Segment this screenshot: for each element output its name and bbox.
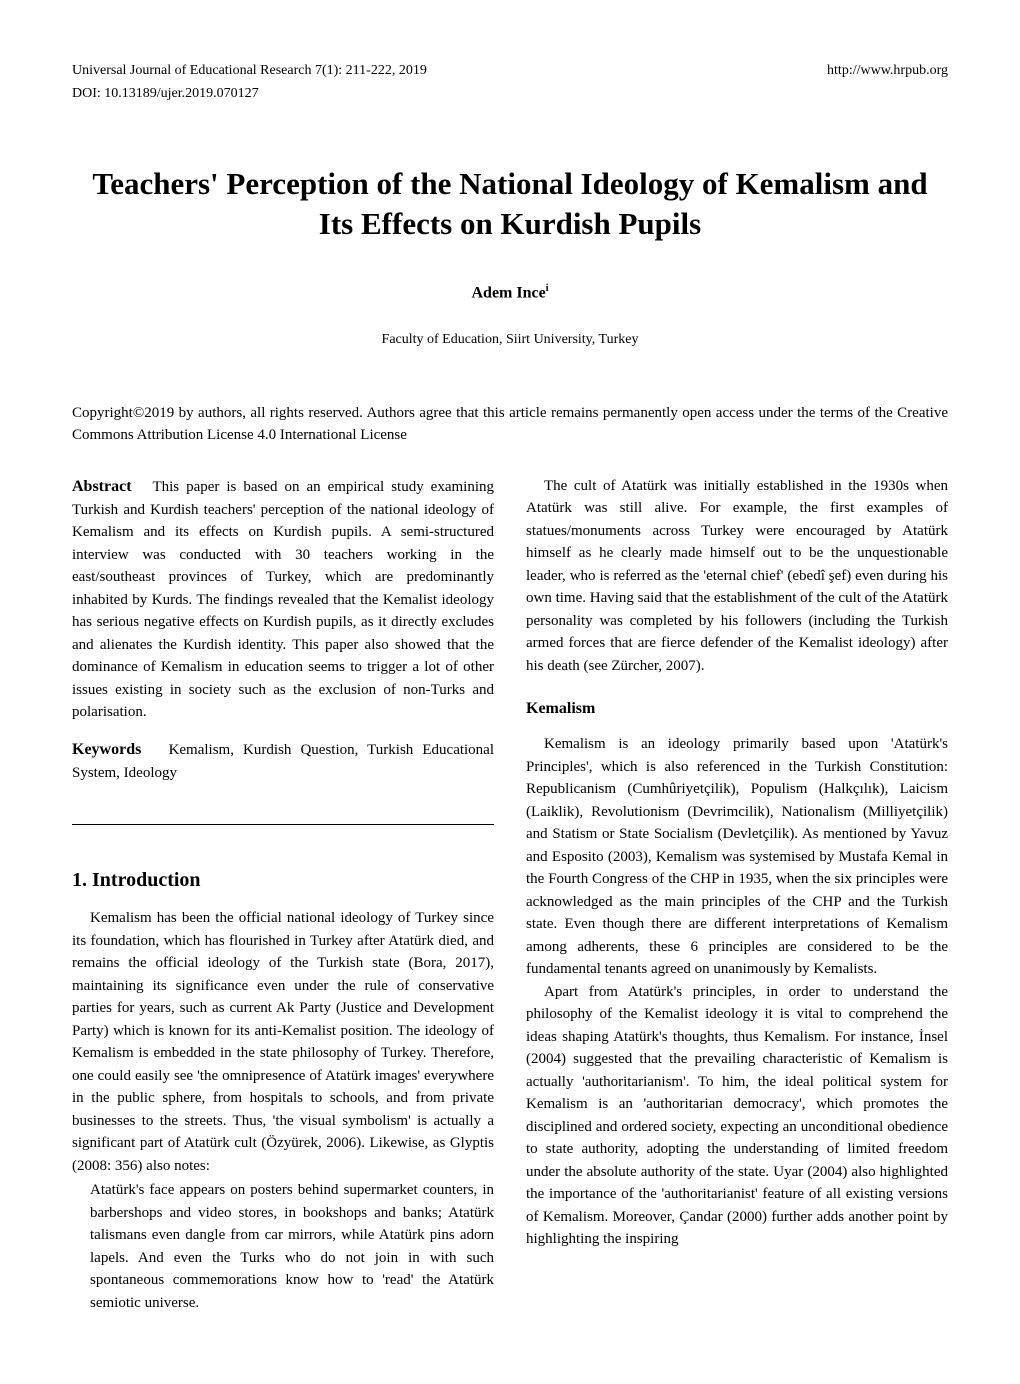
- author-footnote-mark: i: [546, 283, 549, 294]
- right-column: The cult of Atatürk was initially establ…: [526, 475, 948, 1315]
- journal-citation: Universal Journal of Educational Researc…: [72, 60, 427, 81]
- keywords-label: Keywords: [72, 741, 141, 758]
- left-column: Abstract This paper is based on an empir…: [72, 475, 494, 1315]
- section-heading-introduction: 1. Introduction: [72, 865, 494, 895]
- abstract-text: This paper is based on an empirical stud…: [72, 479, 494, 721]
- right-paragraph-3: Apart from Atatürk's principles, in orde…: [526, 981, 948, 1251]
- author-affiliation: Faculty of Education, Siirt University, …: [72, 329, 948, 350]
- right-paragraph-1: The cult of Atatürk was initially establ…: [526, 475, 948, 678]
- author-name: Adem Incei: [72, 281, 948, 305]
- keywords-block: Keywords Kemalism, Kurdish Question, Tur…: [72, 738, 494, 785]
- journal-url: http://www.hrpub.org: [827, 60, 948, 81]
- doi: DOI: 10.13189/ujer.2019.070127: [72, 83, 948, 104]
- right-paragraph-2: Kemalism is an ideology primarily based …: [526, 733, 948, 981]
- intro-blockquote: Atatürk's face appears on posters behind…: [90, 1179, 494, 1314]
- author-text: Adem Ince: [472, 284, 546, 301]
- copyright-notice: Copyright©2019 by authors, all rights re…: [72, 402, 948, 447]
- abstract-block: Abstract This paper is based on an empir…: [72, 475, 494, 724]
- paper-title: Teachers' Perception of the National Ide…: [72, 164, 948, 245]
- intro-paragraph-1: Kemalism has been the official national …: [72, 907, 494, 1177]
- subsection-heading-kemalism: Kemalism: [526, 697, 948, 721]
- section-divider: [72, 824, 494, 825]
- two-column-layout: Abstract This paper is based on an empir…: [72, 475, 948, 1315]
- abstract-label: Abstract: [72, 478, 132, 495]
